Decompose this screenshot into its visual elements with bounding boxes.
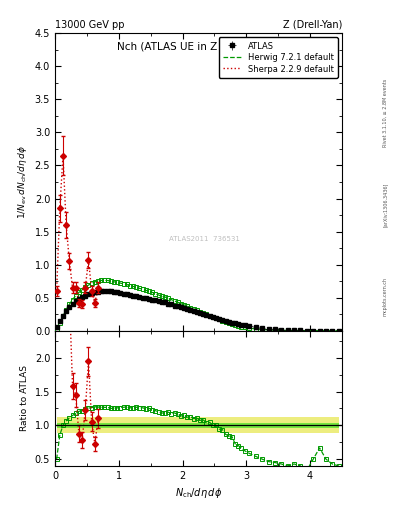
Herwig 7.2.1 default bbox=[242, 324, 247, 330]
Sherpa 2.2.9 default bbox=[61, 153, 65, 159]
Herwig 7.2.1 default bbox=[99, 278, 104, 284]
Sherpa 2.2.9 default bbox=[86, 257, 91, 263]
Text: Nch (ATLAS UE in Z production): Nch (ATLAS UE in Z production) bbox=[117, 42, 280, 52]
Sherpa 2.2.9 default bbox=[54, 288, 59, 294]
Text: 13000 GeV pp: 13000 GeV pp bbox=[55, 19, 125, 30]
Sherpa 2.2.9 default bbox=[64, 222, 68, 228]
Sherpa 2.2.9 default bbox=[96, 285, 101, 291]
Legend: ATLAS, Herwig 7.2.1 default, Sherpa 2.2.9 default: ATLAS, Herwig 7.2.1 default, Sherpa 2.2.… bbox=[219, 37, 338, 78]
Line: Sherpa 2.2.9 default: Sherpa 2.2.9 default bbox=[57, 156, 98, 304]
Text: ATLAS2011  736531: ATLAS2011 736531 bbox=[169, 237, 240, 243]
Y-axis label: Ratio to ATLAS: Ratio to ATLAS bbox=[20, 366, 29, 431]
Sherpa 2.2.9 default bbox=[73, 285, 78, 291]
Sherpa 2.2.9 default bbox=[67, 258, 72, 264]
Text: [arXiv:1306.3436]: [arXiv:1306.3436] bbox=[383, 183, 387, 227]
Sherpa 2.2.9 default bbox=[77, 300, 81, 306]
Text: Z (Drell-Yan): Z (Drell-Yan) bbox=[283, 19, 342, 30]
Herwig 7.2.1 default bbox=[236, 323, 241, 329]
Herwig 7.2.1 default bbox=[260, 326, 264, 332]
Line: Herwig 7.2.1 default: Herwig 7.2.1 default bbox=[57, 281, 339, 331]
Sherpa 2.2.9 default bbox=[80, 301, 84, 307]
Sherpa 2.2.9 default bbox=[57, 205, 62, 211]
Sherpa 2.2.9 default bbox=[83, 285, 88, 291]
Sherpa 2.2.9 default bbox=[70, 285, 75, 291]
Text: Rivet 3.1.10, ≥ 2.8M events: Rivet 3.1.10, ≥ 2.8M events bbox=[383, 78, 387, 147]
Herwig 7.2.1 default bbox=[247, 325, 252, 331]
Sherpa 2.2.9 default bbox=[92, 300, 97, 306]
Sherpa 2.2.9 default bbox=[89, 288, 94, 294]
Herwig 7.2.1 default bbox=[54, 326, 59, 332]
Text: mcplots.cern.ch: mcplots.cern.ch bbox=[383, 278, 387, 316]
Herwig 7.2.1 default bbox=[336, 328, 341, 334]
Y-axis label: $1/N_{\rm ev}\,dN_{\rm ch}/d\eta\,d\phi$: $1/N_{\rm ev}\,dN_{\rm ch}/d\eta\,d\phi$ bbox=[16, 145, 29, 219]
X-axis label: $N_{\rm ch}/d\eta\,d\phi$: $N_{\rm ch}/d\eta\,d\phi$ bbox=[175, 486, 222, 500]
Herwig 7.2.1 default bbox=[292, 328, 296, 334]
Herwig 7.2.1 default bbox=[73, 293, 78, 299]
